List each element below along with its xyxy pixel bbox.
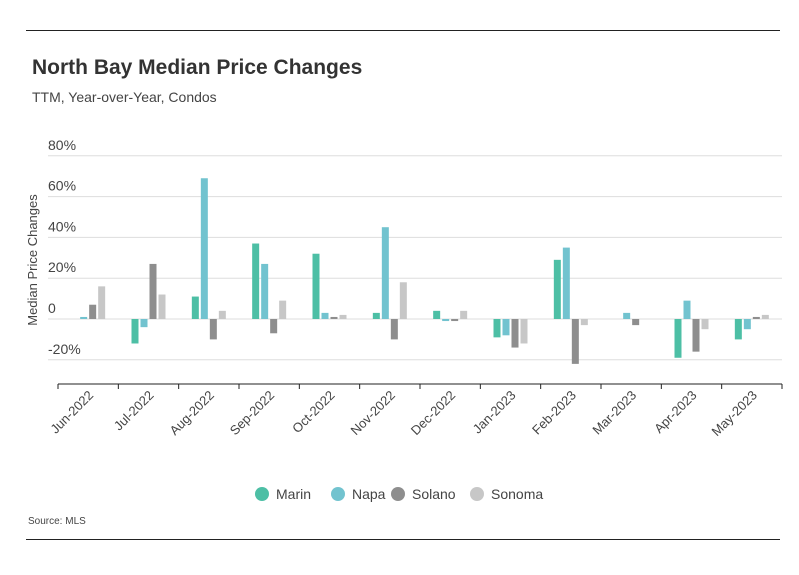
bar-marin [734,319,742,340]
bar-solano [270,319,278,334]
x-tick-label: Jun-2022 [47,388,96,437]
x-tick-label: Feb-2023 [529,388,579,438]
x-tick-label: Aug-2022 [166,388,216,438]
legend-swatch-marin [255,487,269,501]
bar-solano [752,316,760,319]
chart-subtitle: TTM, Year-over-Year, Condos [32,89,217,105]
bar-solano [149,263,157,319]
y-axis-title: Median Price Changes [25,194,40,326]
bottom-rule [26,539,780,540]
bar-napa [623,312,631,319]
bars [80,178,769,364]
bar-solano [390,319,398,340]
y-tick-label: 60% [48,178,76,194]
bar-solano [571,319,579,364]
bar-sonoma [218,310,226,319]
x-tick-label: Oct-2022 [289,388,337,436]
y-tick-label: 80% [48,137,76,153]
legend-swatch-sonoma [470,487,484,501]
legend-label-solano: Solano [412,486,456,502]
bar-napa [502,319,510,336]
bar-marin [372,312,380,319]
legend: Marin Napa Solano Sonoma [255,486,543,502]
bar-marin [433,310,441,319]
bar-marin [674,319,682,358]
bar-napa [200,178,208,319]
bar-marin [191,296,199,319]
bar-solano [511,319,519,348]
bar-sonoma [279,300,287,319]
bar-sonoma [701,319,709,330]
chart-title: North Bay Median Price Changes [32,56,363,79]
bar-napa [80,316,88,319]
legend-label-napa: Napa [352,486,386,502]
bar-marin [493,319,501,338]
bar-napa [261,263,269,319]
x-tick-label: Jan-2023 [470,388,519,437]
x-tick-label: Sep-2022 [227,388,277,438]
source-note: Source: MLS [28,516,86,527]
bar-napa [321,312,329,319]
bar-napa [683,300,691,319]
bar-solano [451,319,459,322]
legend-swatch-napa [331,487,345,501]
bar-solano [209,319,217,340]
bar-napa [140,319,148,328]
gridlines [48,155,782,361]
y-tick-label: 20% [48,259,76,275]
bar-napa [743,319,751,330]
bar-solano [89,304,97,319]
x-tick-label: May-2023 [708,388,759,439]
bar-marin [312,253,320,319]
bar-sonoma [761,314,769,319]
bar-marin [252,243,260,319]
x-tick-label: Dec-2022 [408,388,458,438]
x-tick-label: Apr-2023 [651,388,699,436]
bar-napa [562,247,570,319]
y-tick-label: 40% [48,218,76,234]
bar-marin [553,259,561,319]
bar-sonoma [520,319,528,344]
x-tick-label: Mar-2023 [589,388,639,438]
legend-label-sonoma: Sonoma [491,486,543,502]
bar-napa [442,319,450,322]
x-axis: Jun-2022 Jul-2022 Aug-2022 Sep-2022 Oct-2022… [47,383,783,439]
x-tick-label: Nov-2022 [347,388,397,438]
top-rule [26,30,780,31]
bar-sonoma [98,286,106,319]
bar-solano [330,316,338,319]
bar-napa [381,227,389,319]
bar-sonoma [460,310,468,319]
bar-solano [692,319,700,352]
y-tick-label: -20% [48,341,81,357]
bar-sonoma [580,319,588,326]
bar-sonoma [158,294,166,319]
legend-label-marin: Marin [276,486,311,502]
x-tick-label: Jul-2022 [111,388,157,434]
bar-sonoma [339,314,347,319]
bar-marin [131,319,139,344]
bar-solano [632,319,640,326]
bar-sonoma [399,282,407,319]
y-tick-label: 0 [48,300,56,316]
y-tick-labels: 80% 60% 40% 20% 0 -20% [48,137,81,357]
legend-swatch-solano [391,487,405,501]
